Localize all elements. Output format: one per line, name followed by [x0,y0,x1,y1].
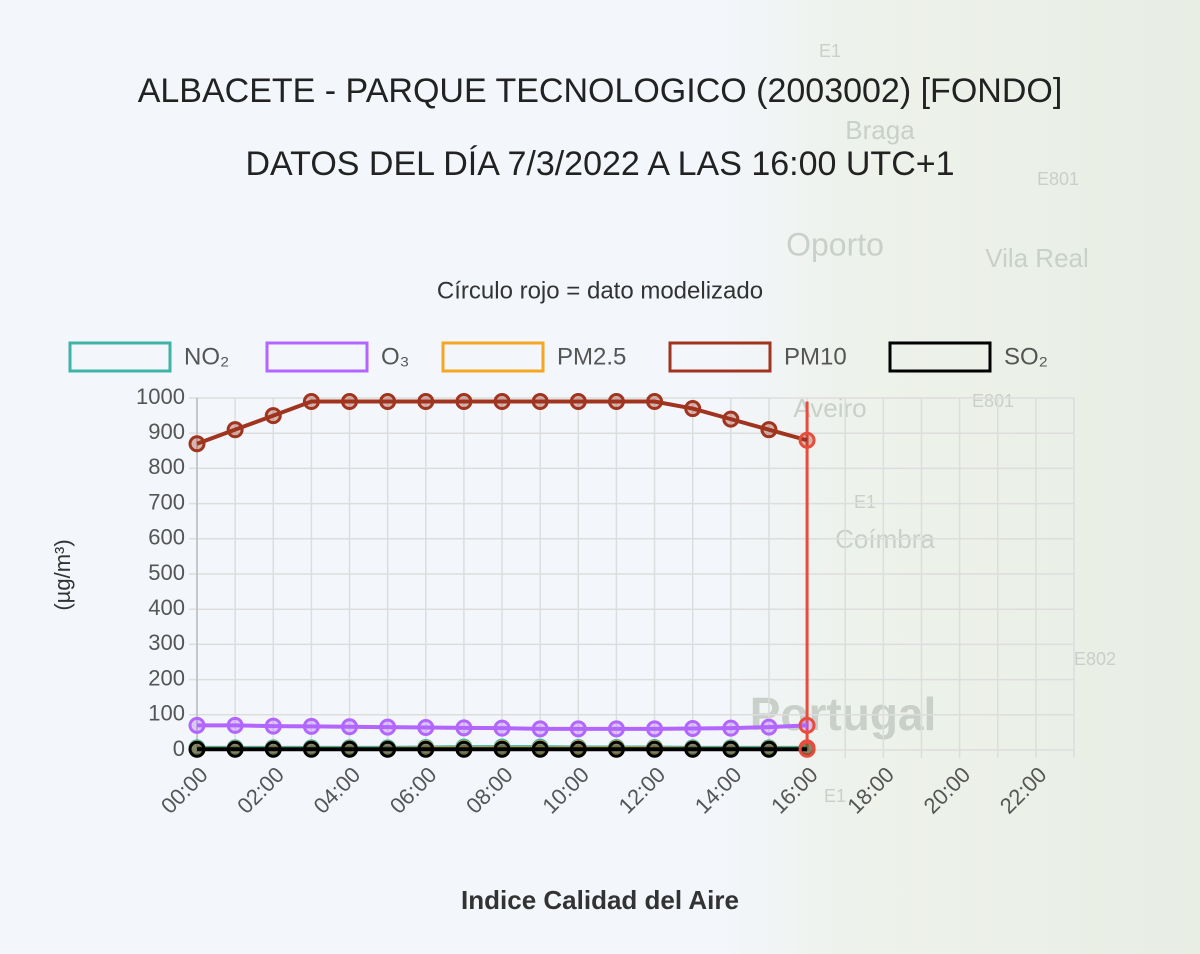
y-tick-label: 400 [148,595,185,620]
data-point [531,740,549,758]
data-point [455,393,473,411]
data-point [531,720,549,738]
data-point [684,400,702,418]
map-label: E1 [854,492,876,512]
legend-label: NO₂ [184,343,229,370]
data-point [684,720,702,738]
map-label: E1 [819,41,841,61]
data-point [226,421,244,439]
data-point [264,740,282,758]
annotation: Círculo rojo = dato modelizado [437,277,763,304]
legend-swatch [441,341,545,373]
y-tick-label: 200 [148,665,185,690]
map-label: Braga [845,115,915,145]
y-axis-label: (µg/m³) [50,539,75,610]
data-point [722,410,740,428]
data-point [607,393,625,411]
data-point [417,740,435,758]
map-label: E801 [1037,169,1079,189]
data-point [684,740,702,758]
data-point [188,716,206,734]
map-label: E802 [1074,649,1116,669]
data-point [798,740,816,758]
legend-swatch [888,341,992,373]
data-point [569,393,587,411]
data-point [379,718,397,736]
y-tick-label: 900 [148,419,185,444]
map-label: Oporto [786,226,884,262]
legend-label: O₃ [381,343,409,370]
data-point [455,740,473,758]
map-label: E1 [824,786,846,806]
data-point [569,720,587,738]
data-point [417,393,435,411]
data-point [226,740,244,758]
data-point [493,719,511,737]
legend-swatch [68,341,172,373]
data-point [722,719,740,737]
data-point [302,740,320,758]
data-point [760,718,778,736]
data-point [264,717,282,735]
data-point [607,720,625,738]
data-point [264,407,282,425]
y-tick-label: 600 [148,525,185,550]
y-tick-label: 700 [148,489,185,514]
data-point [646,740,664,758]
map-label: Vila Real [985,243,1089,273]
y-tick-label: 800 [148,454,185,479]
data-point [493,740,511,758]
data-point [607,740,625,758]
data-point [798,716,816,734]
data-point [569,740,587,758]
data-point [722,740,740,758]
data-point [455,719,473,737]
chart-title: ALBACETE - PARQUE TECNOLOGICO (2003002) … [138,72,1063,110]
data-point [302,717,320,735]
series-line [197,723,808,731]
legend-label: PM10 [784,343,847,370]
data-point [341,718,359,736]
legend-swatch [265,341,369,373]
data-point [760,421,778,439]
data-point [379,393,397,411]
map-label: E801 [972,391,1014,411]
data-point [646,720,664,738]
data-point [302,393,320,411]
x-axis-label: Indice Calidad del Aire [461,885,739,915]
data-point [493,393,511,411]
data-point [188,435,206,453]
series-line [196,399,808,446]
y-tick-label: 1000 [136,384,185,409]
data-point [188,740,206,758]
data-point [417,718,435,736]
data-point [798,431,816,449]
y-tick-label: 100 [148,701,185,726]
data-point [531,393,549,411]
data-point [760,740,778,758]
legend-label: SO₂ [1004,343,1048,370]
legend-swatch [668,341,772,373]
data-point [379,740,397,758]
y-tick-label: 500 [148,560,185,585]
legend-label: PM2.5 [557,343,626,370]
data-point [341,393,359,411]
y-tick-label: 0 [173,736,185,761]
data-point [226,716,244,734]
data-point [341,740,359,758]
data-point [646,393,664,411]
chart-subtitle: DATOS DEL DÍA 7/3/2022 A LAS 16:00 UTC+1 [245,145,954,183]
y-tick-label: 300 [148,630,185,655]
